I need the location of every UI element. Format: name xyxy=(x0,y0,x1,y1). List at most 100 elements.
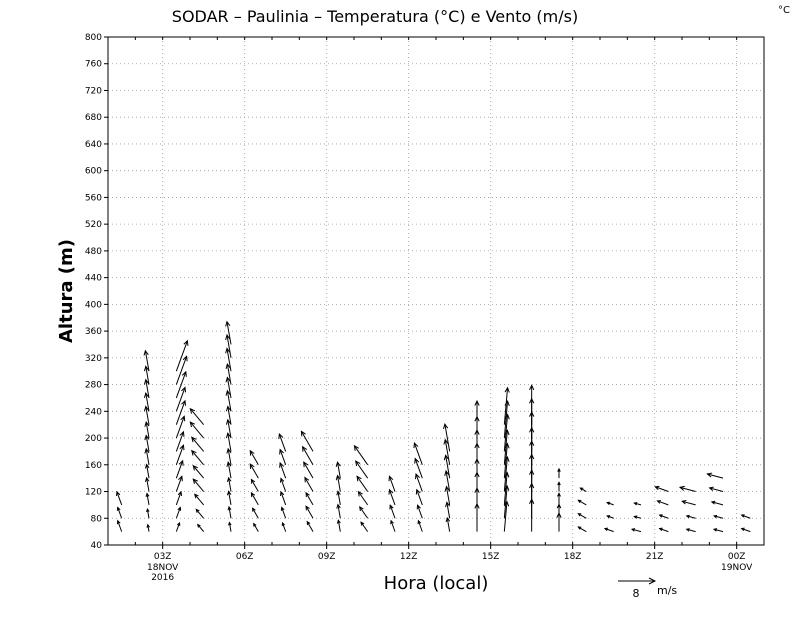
wind-vector-shaft xyxy=(145,393,150,412)
x-tick-label: 12Z xyxy=(400,552,418,562)
y-tick-label: 240 xyxy=(85,407,102,417)
wind-vector xyxy=(226,476,232,492)
wind-vector-shaft xyxy=(578,499,587,506)
wind-vector-head xyxy=(225,362,231,370)
wind-vector-head xyxy=(143,365,150,372)
wind-vector-head xyxy=(181,386,187,393)
wind-vector xyxy=(416,504,423,519)
wind-vector-shaft xyxy=(416,489,423,506)
wind-vector-head xyxy=(712,514,718,519)
wind-vector-head xyxy=(606,515,611,519)
wind-vector-head xyxy=(280,490,285,497)
wind-vector xyxy=(226,447,232,465)
wind-vector-head xyxy=(359,505,364,512)
wind-vector-head xyxy=(143,378,150,385)
wind-vector-head xyxy=(176,521,181,526)
wind-vector-shaft xyxy=(175,491,182,506)
wind-vector-head xyxy=(306,520,311,526)
wind-vector-head xyxy=(143,391,150,399)
wind-vector xyxy=(225,418,232,439)
wind-vector-head xyxy=(603,527,609,531)
wind-vector-shaft xyxy=(145,406,150,425)
x-tick-label: 18Z xyxy=(564,552,582,562)
wind-vector-head xyxy=(577,499,582,504)
wind-vector xyxy=(175,399,187,425)
wind-vector-head xyxy=(225,333,231,341)
wind-vector xyxy=(175,490,182,506)
wind-vector-shaft xyxy=(713,528,724,533)
wind-vector-head xyxy=(280,477,285,483)
wind-vector-shaft xyxy=(175,400,186,425)
wind-vector xyxy=(253,522,259,532)
wind-vector xyxy=(175,459,184,479)
wind-vector xyxy=(443,454,451,479)
wind-vector-shaft xyxy=(711,501,724,506)
wind-vector-shaft xyxy=(189,408,205,426)
wind-vector-head xyxy=(443,422,449,430)
wind-vector-shaft xyxy=(606,515,614,519)
x-tick-date: 19NOV xyxy=(721,563,753,573)
wind-vector xyxy=(415,473,423,492)
wind-vector xyxy=(143,391,150,412)
wind-vector-head xyxy=(116,506,121,511)
wind-vector xyxy=(191,449,205,466)
wind-vector-shaft xyxy=(192,478,205,492)
y-tick-label: 800 xyxy=(85,33,102,43)
wind-vector-head xyxy=(178,459,184,466)
wind-vector-head xyxy=(225,347,231,354)
wind-vector-head xyxy=(116,490,121,497)
wind-vector xyxy=(557,467,561,479)
wind-vector xyxy=(280,506,287,519)
wind-vector-head xyxy=(226,490,232,496)
wind-vector-head xyxy=(278,432,284,440)
wind-vector-shaft xyxy=(175,522,180,532)
wind-vector-head xyxy=(579,487,584,491)
wind-vector-shaft xyxy=(389,505,396,519)
wind-vector xyxy=(191,436,205,452)
wind-vector-shaft xyxy=(147,524,150,532)
wind-vector-shaft xyxy=(503,387,509,425)
wind-vector-shaft xyxy=(356,476,369,492)
wind-vector-head xyxy=(712,528,718,532)
wind-vector xyxy=(228,521,232,532)
wind-vector xyxy=(279,448,287,465)
wind-vector-head xyxy=(443,454,449,461)
wind-vector-shaft xyxy=(175,507,181,519)
wind-vector xyxy=(710,500,724,506)
wind-vector xyxy=(443,422,451,452)
wind-vector xyxy=(250,491,259,506)
wind-vector-head xyxy=(189,421,196,428)
wind-vector-head xyxy=(251,507,256,512)
wind-vector-shaft xyxy=(189,421,205,439)
wind-vector xyxy=(143,365,150,385)
wind-vector-head xyxy=(710,500,716,505)
y-tick-label: 280 xyxy=(85,381,102,391)
wind-vector xyxy=(557,492,561,505)
wind-vector-head xyxy=(633,502,638,506)
wind-vector-shaft xyxy=(634,515,642,519)
wind-vector-shaft xyxy=(175,445,184,465)
wind-vector-shaft xyxy=(227,433,232,452)
wind-vector xyxy=(740,527,751,533)
y-tick-label: 720 xyxy=(85,86,102,96)
wind-vector-head xyxy=(658,527,663,531)
wind-vector xyxy=(740,514,751,519)
wind-vector-head xyxy=(305,505,310,511)
y-tick-label: 640 xyxy=(85,140,102,150)
wind-vector xyxy=(444,485,451,505)
wind-vector xyxy=(413,441,423,465)
wind-vector-shaft xyxy=(249,463,259,479)
wind-vector-shaft xyxy=(337,475,341,492)
wind-vector-head xyxy=(414,457,420,464)
x-axis-label: Hora (local) xyxy=(384,573,489,594)
wind-vector-shaft xyxy=(305,505,314,519)
wind-vector-head xyxy=(144,463,150,469)
wind-vector xyxy=(577,526,587,533)
wind-vector xyxy=(194,493,205,506)
y-tick-label: 80 xyxy=(91,514,103,524)
wind-vector-shaft xyxy=(578,526,587,533)
y-tick-label: 440 xyxy=(85,274,102,284)
wind-vector xyxy=(189,407,205,426)
wind-vector-shaft xyxy=(144,350,150,372)
wind-vector-shaft xyxy=(145,379,150,399)
